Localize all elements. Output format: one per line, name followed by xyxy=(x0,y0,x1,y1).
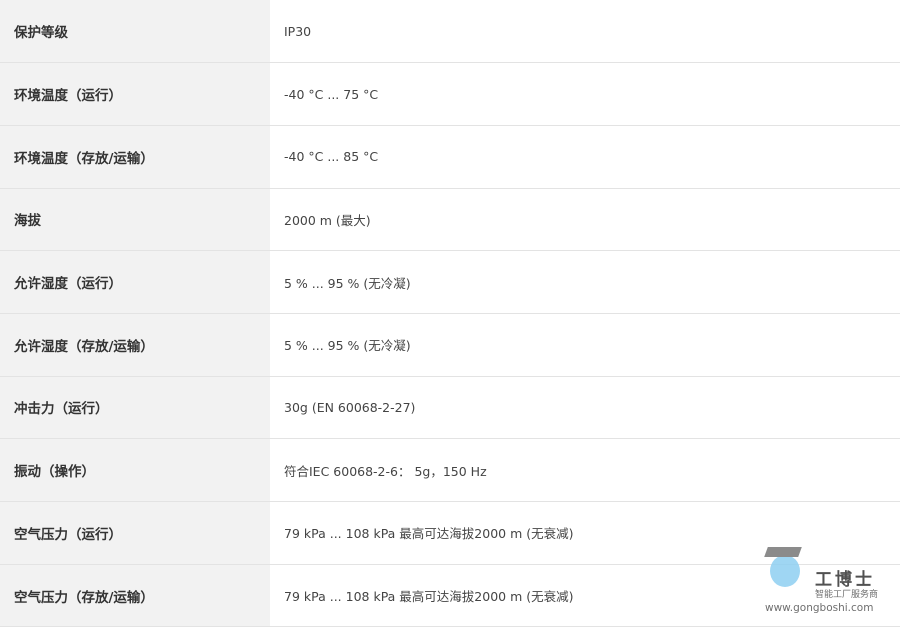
spec-label: 保护等级 xyxy=(0,0,270,63)
spec-label: 空气压力（运行） xyxy=(0,501,270,565)
watermark-logo: 工博士 智能工厂服务商 www.gongboshi.com xyxy=(760,545,900,625)
spec-value: IP30 xyxy=(284,23,312,39)
watermark-tagline: 智能工厂服务商 xyxy=(815,590,879,600)
spec-label: 海拔 xyxy=(0,188,270,251)
spec-value: -40 °C ... 75 °C xyxy=(284,86,379,102)
spec-value: 5 % ... 95 % (无冷凝) xyxy=(284,338,411,354)
table-row: 海拔 2000 m (最大) xyxy=(0,188,900,251)
spec-label: 环境温度（运行） xyxy=(0,62,270,126)
table-row: 保护等级 IP30 xyxy=(0,0,900,63)
spec-label: 冲击力（运行） xyxy=(0,376,270,439)
spec-value: 79 kPa ... 108 kPa 最高可达海拔2000 m (无衰减) xyxy=(284,526,574,542)
watermark-name: 工博士 xyxy=(815,570,875,590)
table-row: 允许湿度（运行） 5 % ... 95 % (无冷凝) xyxy=(0,250,900,314)
spec-label: 允许湿度（存放/运输） xyxy=(0,313,270,377)
table-row: 允许湿度（存放/运输） 5 % ... 95 % (无冷凝) xyxy=(0,313,900,377)
spec-value: 5 % ... 95 % (无冷凝) xyxy=(284,275,411,291)
spec-value: -40 °C ... 85 °C xyxy=(284,149,379,165)
table-row: 空气压力（存放/运输） 79 kPa ... 108 kPa 最高可达海拔2000… xyxy=(0,564,900,627)
table-row: 空气压力（运行） 79 kPa ... 108 kPa 最高可达海拔2000 m … xyxy=(0,501,900,565)
spec-value: 2000 m (最大) xyxy=(284,212,371,228)
spec-value: 79 kPa ... 108 kPa 最高可达海拔2000 m (无衰减) xyxy=(284,589,574,605)
spec-value: 30g (EN 60068-2-27) xyxy=(284,399,416,415)
spec-value: 符合IEC 60068-2-6： 5g，150 Hz xyxy=(284,463,487,479)
spec-label: 振动（操作） xyxy=(0,438,270,502)
spec-label: 空气压力（存放/运输） xyxy=(0,564,270,627)
table-row: 振动（操作） 符合IEC 60068-2-6： 5g，150 Hz xyxy=(0,438,900,502)
graduation-cap-icon xyxy=(764,547,802,557)
mascot-icon xyxy=(770,555,800,587)
spec-label: 环境温度（存放/运输） xyxy=(0,125,270,189)
table-row: 环境温度（运行） -40 °C ... 75 °C xyxy=(0,62,900,126)
table-row: 环境温度（存放/运输） -40 °C ... 85 °C xyxy=(0,125,900,189)
table-row: 冲击力（运行） 30g (EN 60068-2-27) xyxy=(0,376,900,439)
watermark-url: www.gongboshi.com xyxy=(765,602,874,614)
spec-label: 允许湿度（运行） xyxy=(0,250,270,314)
